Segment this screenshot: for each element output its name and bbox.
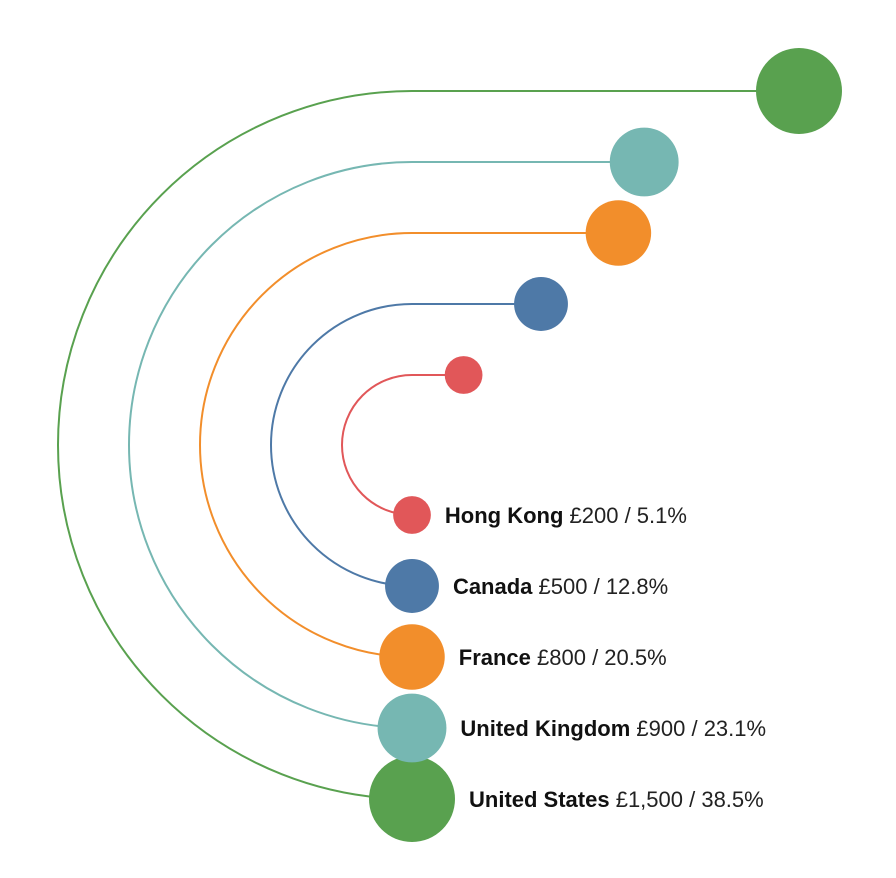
start-dot-hong-kong [393,496,431,534]
end-dot-france [585,200,652,266]
end-dot-canada [514,277,568,331]
label-name-united-kingdom: United Kingdom [460,716,630,741]
end-dot-united-kingdom [609,127,679,197]
track-canada [270,303,541,587]
start-dot-united-states [369,756,455,842]
label-name-france: France [459,645,531,670]
end-dot-hong-kong [444,356,483,394]
series-labels: United States £1,500 / 38.5% United Kingd… [445,503,766,812]
label-canada: Canada £500 / 12.8% [453,574,668,599]
label-value-hong-kong: £200 / 5.1% [563,503,687,528]
series-tracks [57,90,799,800]
start-dot-canada [385,559,439,613]
label-value-united-kingdom: £900 / 23.1% [630,716,766,741]
label-united-states: United States £1,500 / 38.5% [469,787,764,812]
track-hong-kong [341,374,464,516]
end-dot-united-states [756,48,842,134]
label-value-united-states: £1,500 / 38.5% [610,787,764,812]
label-united-kingdom: United Kingdom £900 / 23.1% [460,716,766,741]
start-dot-united-kingdom [377,693,447,763]
label-france: France £800 / 20.5% [459,645,667,670]
start-dot-france [379,624,445,690]
label-value-canada: £500 / 12.8% [532,574,668,599]
label-name-united-states: United States [469,787,610,812]
series-dots [369,48,842,842]
track-united-kingdom [128,161,645,729]
track-united-states [57,90,799,800]
label-name-hong-kong: Hong Kong [445,503,564,528]
track-france [199,232,619,658]
label-hong-kong: Hong Kong £200 / 5.1% [445,503,687,528]
label-value-france: £800 / 20.5% [531,645,667,670]
label-name-canada: Canada [453,574,533,599]
